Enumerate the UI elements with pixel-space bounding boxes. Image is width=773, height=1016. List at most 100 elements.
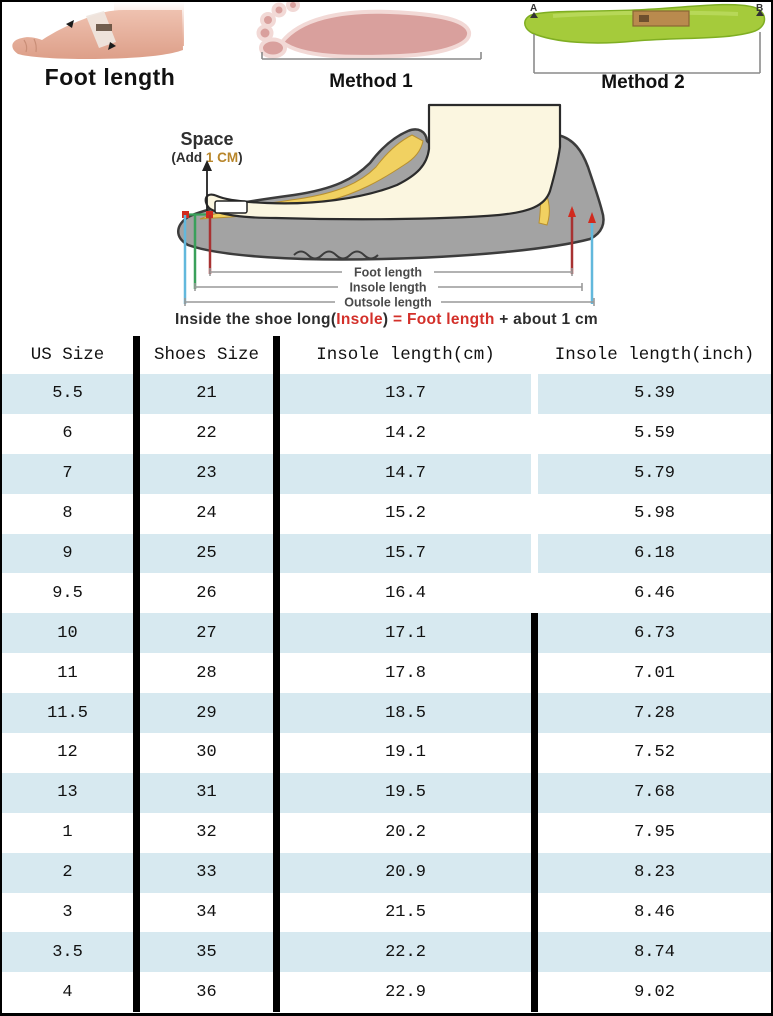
- column-divider: [531, 812, 538, 853]
- us-size-cell: 1: [62, 823, 73, 843]
- table-row: 13 31 19.5 7.68: [2, 772, 771, 813]
- shoes-size-cell: 22: [196, 424, 217, 444]
- insole-length-line: [194, 283, 583, 291]
- column-divider: [133, 852, 140, 893]
- shoes-size-cell: 23: [140, 453, 273, 494]
- table-row: 1 32 20.2 7.95: [2, 812, 771, 853]
- us-size-cell: 9: [2, 533, 133, 574]
- column-divider: [273, 733, 280, 773]
- shoes-size-cell: 33: [140, 852, 273, 893]
- column-gap: [531, 414, 538, 454]
- shoes-size-cell: 36: [196, 982, 217, 1002]
- marker-b-arrow-icon: [756, 10, 764, 16]
- column-divider: [133, 573, 140, 614]
- column-divider: [273, 573, 280, 614]
- footprint-toe: [256, 24, 274, 42]
- marker-a-label: A: [530, 3, 537, 14]
- foot-photo-icon: [12, 2, 184, 59]
- shoes-size-cell: 27: [140, 613, 273, 654]
- table-row: 4 36 22.9 9.02: [2, 972, 771, 1013]
- tape-arrow-right-icon: [108, 42, 116, 50]
- column-divider: [531, 613, 538, 654]
- table-row: 11.5 29 18.5 7.28: [2, 693, 771, 734]
- us-size-cell: 3.5: [2, 932, 133, 973]
- us-size-cell: 7: [2, 453, 133, 494]
- us-size-cell: 8: [62, 504, 73, 524]
- column-divider: [133, 413, 140, 454]
- insole-inch-cell: 9.02: [634, 982, 675, 1002]
- table-row: 5.5 21 13.7 5.39: [2, 374, 771, 414]
- insole-length-label: Insole length: [349, 281, 426, 295]
- us-size-cell: 13: [2, 772, 133, 813]
- size-table-body: 5.5 21 13.7 5.39 6 22 14.2 5.59 7 23 14.7 5.79 8 24 15…: [2, 374, 771, 1013]
- foot-length-label: Foot length: [354, 266, 422, 280]
- shoes-size-cell: 24: [196, 504, 217, 524]
- column-divider: [133, 812, 140, 853]
- column-divider: [133, 533, 140, 574]
- insole-cm-cell: 14.2: [385, 424, 426, 444]
- insole-cm-cell: 14.7: [280, 453, 531, 494]
- table-row: 8 24 15.2 5.98: [2, 493, 771, 534]
- tape-arrow-left-icon: [66, 20, 74, 28]
- method1-dimension-line: [261, 52, 482, 60]
- heel-arrow-icon: [568, 206, 576, 217]
- insole-inch-cell: 6.46: [634, 583, 675, 603]
- insole-inch-cell: 5.39: [538, 374, 771, 414]
- formula-suffix: + about 1 cm: [494, 311, 598, 328]
- shoes-size-cell: 28: [196, 663, 217, 683]
- column-divider: [273, 453, 280, 494]
- column-divider: [273, 613, 280, 654]
- column-divider: [273, 693, 280, 734]
- column-divider: [133, 772, 140, 813]
- column-header-insole-inch: Insole length(inch): [554, 345, 755, 365]
- shoes-size-cell: 34: [196, 903, 217, 923]
- size-table-header: US Size Shoes Size Insole length(cm) Ins…: [2, 336, 771, 374]
- method2-dimension-line: [533, 32, 761, 74]
- column-gap: [531, 453, 538, 494]
- column-divider: [273, 972, 280, 1013]
- footprint-toe: [286, 2, 300, 12]
- toe-lines: [23, 38, 37, 53]
- column-divider: [133, 653, 140, 694]
- column-divider: [273, 932, 280, 973]
- us-size-cell: 5.5: [2, 374, 133, 414]
- space-label: Space: [180, 129, 233, 149]
- space-add-label: (Add 1 CM): [171, 150, 242, 165]
- us-size-cell: 6: [62, 424, 73, 444]
- shoes-size-cell: 25: [140, 533, 273, 574]
- column-divider: [133, 892, 140, 933]
- us-size-cell: 11.5: [2, 693, 133, 734]
- table-row: 6 22 14.2 5.59: [2, 413, 771, 454]
- column-divider: [133, 972, 140, 1013]
- column-divider: [273, 812, 280, 853]
- column-divider: [273, 852, 280, 893]
- insole-tag: [632, 10, 690, 27]
- table-row: 12 30 19.1 7.52: [2, 733, 771, 773]
- insole-inch-cell: 7.52: [634, 743, 675, 763]
- footprint-sole: [279, 9, 472, 59]
- footprint-big-toe: [259, 37, 287, 59]
- column-divider: [531, 892, 538, 933]
- marker-b-label: B: [756, 3, 763, 14]
- column-gap: [531, 374, 538, 414]
- column-gap: [531, 533, 538, 574]
- column-divider: [133, 374, 140, 414]
- column-header-shoes-size: Shoes Size: [153, 345, 260, 365]
- formula-insole: Insole: [336, 311, 383, 328]
- insole-inch-cell: 5.59: [634, 424, 675, 444]
- us-size-cell: 11: [57, 663, 78, 683]
- insole-inch-cell: 7.28: [538, 693, 771, 734]
- insole-cm-cell: 15.2: [385, 504, 426, 524]
- outsole-length-line: [184, 298, 595, 306]
- method1-label: Method 1: [329, 71, 413, 92]
- shoes-size-cell: 21: [140, 374, 273, 414]
- us-size-cell: 2: [2, 852, 133, 893]
- column-gap: [531, 336, 538, 374]
- us-size-cell: 9.5: [52, 583, 83, 603]
- foot-photo-label: Foot length: [44, 64, 176, 90]
- toe-marker-dot: [206, 211, 213, 218]
- column-divider: [133, 932, 140, 973]
- insole-cm-cell: 16.4: [385, 583, 426, 603]
- column-header-insole-cm: Insole length(cm): [316, 345, 495, 365]
